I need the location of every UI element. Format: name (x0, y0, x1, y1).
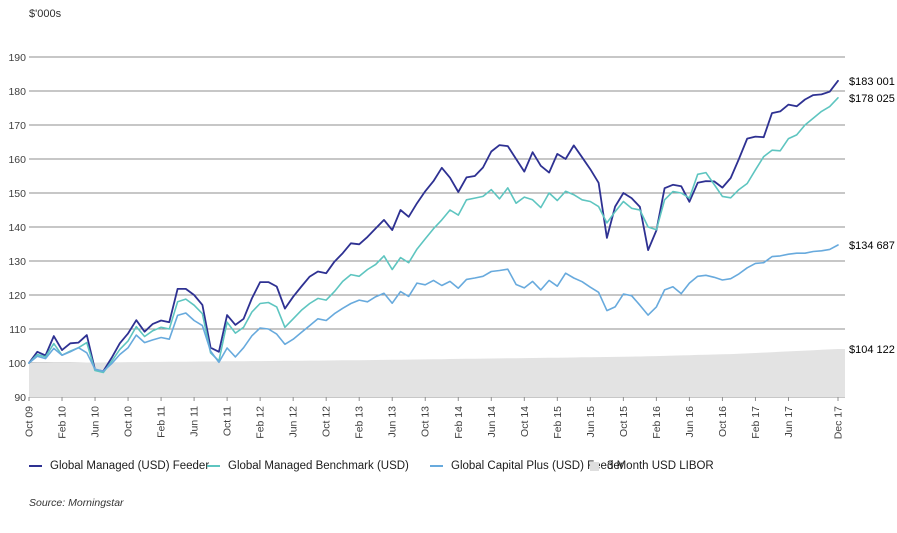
legend-item-global-managed-usd-feeder: Global Managed (USD) Feeder (29, 460, 209, 472)
performance-chart: 90 100 110 120 130 140 150 160 170 180 190 Oct 09 Fe… (8, 52, 895, 439)
y-axis-tick-label: 190 (8, 52, 26, 64)
x-axis-tick-label: Oct 10 (123, 406, 135, 437)
x-axis-tick-label: Dec 17 (833, 406, 845, 439)
legend-item-3-month-usd-libor: 3 Month USD LIBOR (590, 460, 714, 472)
x-axis-tick-label: Oct 11 (222, 406, 234, 436)
y-axis-tick-label: 100 (8, 358, 26, 370)
x-axis-tick-label: Oct 14 (519, 406, 531, 437)
end-value-label-global-capital-plus-usd-feeder: $134 687 (849, 240, 895, 252)
end-value-label-global-managed-benchmark-usd: $178 025 (849, 93, 895, 105)
x-axis-tick-label: Jun 13 (387, 406, 399, 438)
x-axis-tick-label: Feb 13 (354, 406, 366, 439)
y-axis-tick-label: 160 (8, 154, 26, 166)
x-axis-tick-label: Feb 16 (651, 406, 663, 439)
area-3-month-usd-libor (29, 349, 845, 397)
legend-item-global-managed-benchmark-usd: Global Managed Benchmark (USD) (207, 460, 409, 472)
legend-label: Global Managed (USD) Feeder (50, 460, 210, 472)
x-axis-tick-label: Oct 09 (24, 406, 36, 437)
x-axis-tick-label: Oct 16 (717, 406, 729, 437)
y-axis-tick-label: 170 (8, 120, 26, 132)
series-line-global-managed-benchmark-usd (28, 97, 839, 374)
x-axis-tick-label: Oct 13 (420, 406, 432, 437)
y-axis-tick-label: 110 (9, 324, 26, 336)
y-axis-tick-label: 150 (8, 188, 26, 200)
x-axis-tick-label: Jun 14 (486, 406, 498, 438)
y-axis-tick-label: 180 (8, 86, 26, 98)
y-axis-tick-label: 140 (8, 222, 26, 234)
end-value-label-global-managed-usd-feeder: $183 001 (849, 76, 895, 88)
x-axis-tick-label: Feb 12 (255, 406, 267, 439)
x-axis-tick-label: Feb 10 (57, 406, 69, 439)
series-line-global-managed-usd-feeder (28, 79, 839, 373)
legend-swatch-line-icon (29, 465, 42, 467)
x-axis-tick-label: Feb 15 (552, 406, 564, 439)
y-axis-tick-label: 90 (14, 392, 26, 404)
x-axis-tick-label: Jun 17 (783, 406, 795, 438)
legend-item-global-capital-plus-usd-feeder: Global Capital Plus (USD) Feeder (430, 460, 624, 472)
x-axis-tick-label: Feb 17 (750, 406, 762, 439)
y-axis-tick-label: 130 (8, 256, 26, 268)
legend-swatch-line-icon (430, 465, 443, 467)
y-axis-tick-label: 120 (8, 290, 26, 302)
end-value-label-3-month-usd-libor: $104 122 (849, 344, 895, 356)
x-axis-tick-label: Oct 15 (618, 406, 630, 437)
legend-swatch-square-icon (590, 461, 599, 471)
x-axis-tick-label: Jun 12 (288, 406, 300, 438)
y-axis-units-label: $'000s (29, 8, 62, 20)
x-axis-tick-label: Oct 12 (321, 406, 333, 437)
legend-swatch-line-icon (207, 465, 220, 467)
legend-label: 3 Month USD LIBOR (607, 460, 714, 472)
legend-label: Global Managed Benchmark (USD) (228, 460, 409, 472)
x-axis-tick-label: Feb 14 (453, 406, 465, 439)
x-axis-tick-label: Jun 11 (189, 406, 201, 437)
x-axis-tick-label: Jun 15 (585, 406, 597, 438)
chart-legend: Global Managed (USD) Feeder Global Manage… (0, 460, 897, 478)
legend-label: Global Capital Plus (USD) Feeder (451, 460, 624, 472)
x-axis-tick-label: Feb 11 (156, 406, 168, 438)
x-axis-tick-label: Jun 16 (684, 406, 696, 438)
source-attribution: Source: Morningstar (29, 497, 124, 509)
x-axis-tick-label: Jun 10 (90, 406, 102, 438)
series-line-global-capital-plus-usd-feeder (28, 244, 839, 373)
